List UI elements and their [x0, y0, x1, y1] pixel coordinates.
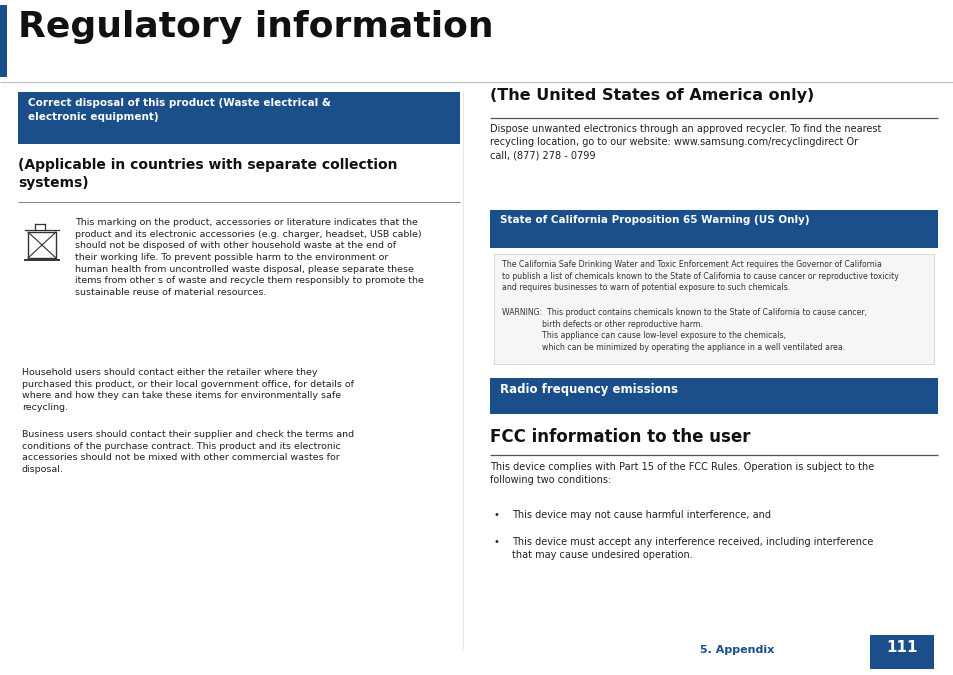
Text: Radio frequency emissions: Radio frequency emissions [499, 383, 678, 396]
Text: Correct disposal of this product (Waste electrical &
electronic equipment): Correct disposal of this product (Waste … [28, 98, 331, 122]
Text: (Applicable in countries with separate collection
systems): (Applicable in countries with separate c… [18, 158, 397, 190]
Text: WARNING:  This product contains chemicals known to the State of California to ca: WARNING: This product contains chemicals… [501, 308, 866, 352]
Text: The California Safe Drinking Water and Toxic Enforcement Act requires the Govern: The California Safe Drinking Water and T… [501, 260, 898, 292]
Text: •: • [494, 537, 499, 547]
FancyBboxPatch shape [18, 92, 459, 144]
Text: This device must accept any interference received, including interference
that m: This device must accept any interference… [512, 537, 872, 560]
FancyBboxPatch shape [490, 378, 937, 414]
Text: This device complies with Part 15 of the FCC Rules. Operation is subject to the
: This device complies with Part 15 of the… [490, 462, 873, 485]
Text: FCC information to the user: FCC information to the user [490, 428, 750, 446]
FancyBboxPatch shape [490, 210, 937, 248]
Text: 5. Appendix: 5. Appendix [700, 645, 774, 655]
Text: This device may not cause harmful interference, and: This device may not cause harmful interf… [512, 510, 770, 520]
Text: Regulatory information: Regulatory information [18, 10, 493, 44]
Text: 111: 111 [885, 640, 917, 655]
Text: •: • [494, 510, 499, 520]
Text: Dispose unwanted electronics through an approved recycler. To find the nearest
r: Dispose unwanted electronics through an … [490, 124, 881, 161]
FancyBboxPatch shape [0, 5, 7, 77]
FancyBboxPatch shape [869, 635, 933, 669]
Text: (The United States of America only): (The United States of America only) [490, 88, 814, 103]
Text: Business users should contact their supplier and check the terms and
conditions : Business users should contact their supp… [22, 430, 354, 474]
Text: This marking on the product, accessories or literature indicates that the
produc: This marking on the product, accessories… [75, 218, 423, 297]
Text: Household users should contact either the retailer where they
purchased this pro: Household users should contact either th… [22, 368, 354, 412]
FancyBboxPatch shape [494, 254, 933, 364]
Text: State of California Proposition 65 Warning (US Only): State of California Proposition 65 Warni… [499, 215, 809, 225]
